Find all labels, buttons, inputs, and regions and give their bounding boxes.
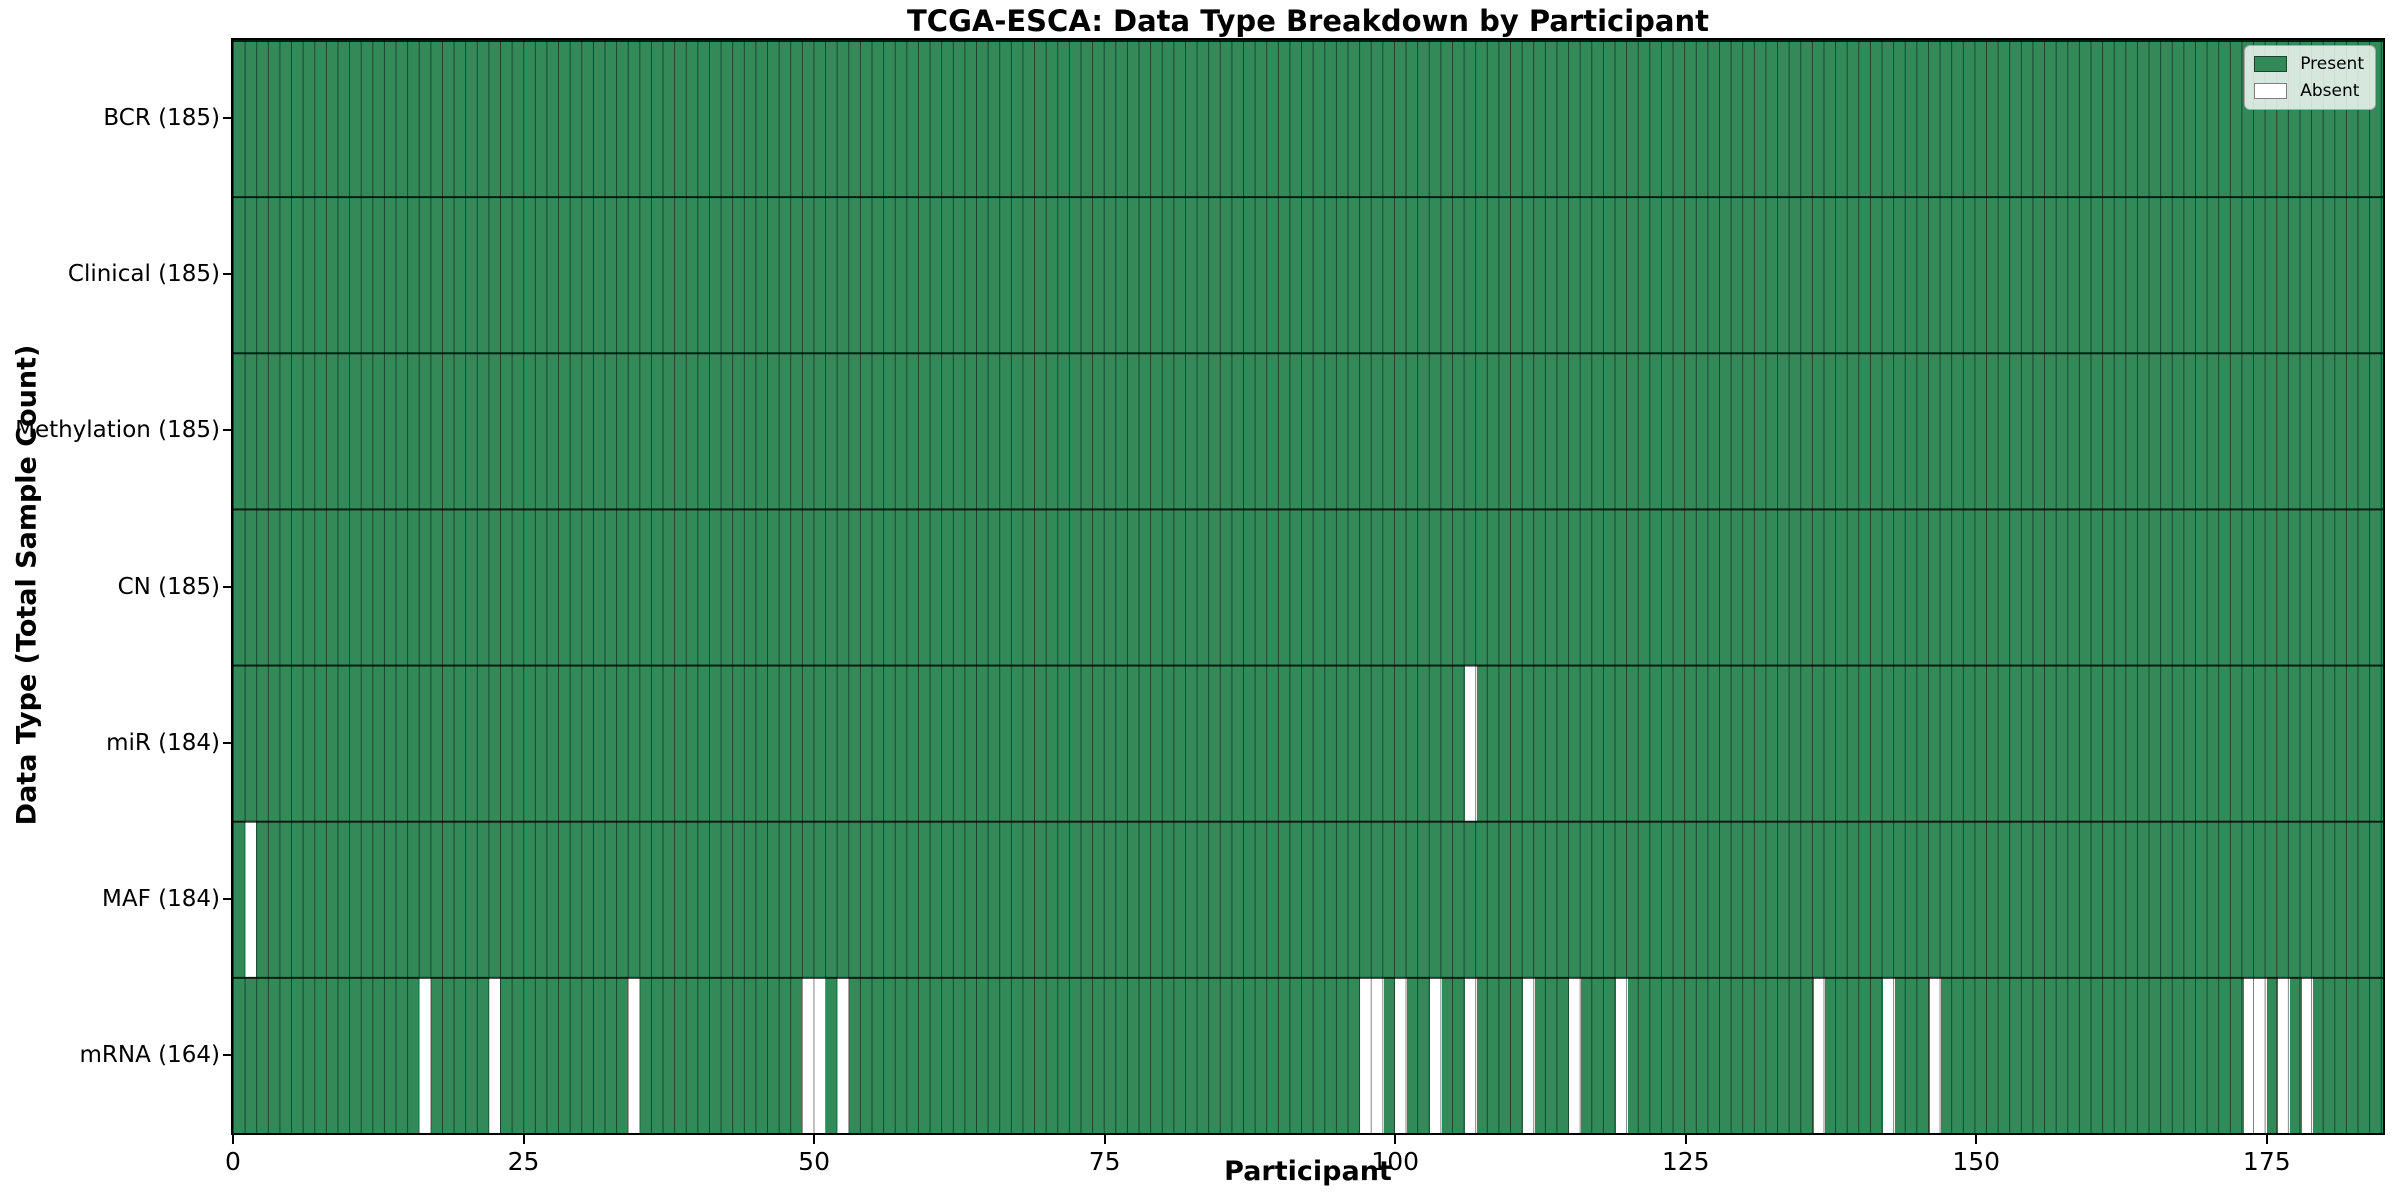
absent-cell-mRNA-111 <box>1523 976 1535 1133</box>
x-tick-label-50: 50 <box>798 1147 830 1176</box>
y-tick-mark <box>223 897 231 900</box>
x-tick-label-175: 175 <box>2242 1147 2291 1176</box>
absent-cell-miR-106 <box>1464 664 1477 821</box>
y-tick-mark <box>223 585 231 588</box>
absent-cell-mRNA-176 <box>2278 976 2290 1133</box>
y-tick-mark <box>223 429 231 432</box>
x-tick-mark <box>1975 1135 1978 1144</box>
legend-swatch-absent <box>2254 83 2288 99</box>
absent-cell-mRNA-174 <box>2255 976 2267 1133</box>
y-tick-label-MAF: MAF (184) <box>102 885 220 912</box>
absent-cell-mRNA-22 <box>488 976 501 1133</box>
y-tick-label-CN: CN (185) <box>117 573 220 600</box>
y-tick-label-Clinical: Clinical (185) <box>67 261 220 288</box>
x-tick-mark <box>232 1135 234 1144</box>
absent-cell-mRNA-100 <box>1395 976 1407 1133</box>
legend-swatch-present <box>2254 56 2288 72</box>
absent-cell-mRNA-34 <box>628 976 640 1133</box>
y-tick-mark <box>223 273 231 276</box>
absent-cell-mRNA-16 <box>418 976 431 1133</box>
legend-label: Absent <box>2300 81 2360 101</box>
absent-cell-mRNA-142 <box>1883 976 1895 1133</box>
y-tick-mark <box>223 741 231 744</box>
absent-cell-mRNA-119 <box>1615 976 1628 1133</box>
y-tick-label-miR: miR (184) <box>106 729 220 756</box>
x-axis-label: Participant <box>1224 1156 1392 1187</box>
absent-cell-mRNA-106 <box>1464 976 1477 1133</box>
y-tick-mark <box>223 1053 231 1056</box>
x-tick-label-125: 125 <box>1661 1147 1710 1176</box>
x-tick-label-25: 25 <box>507 1147 540 1176</box>
absent-cell-mRNA-49 <box>802 976 815 1133</box>
absent-cell-mRNA-178 <box>2301 976 2314 1133</box>
x-tick-mark <box>1394 1135 1397 1144</box>
legend-item-absent: Absent <box>2254 81 2364 101</box>
y-tick-label-Methylation: Methylation (185) <box>15 417 220 444</box>
chart-title: TCGA-ESCA: Data Type Breakdown by Partic… <box>907 4 1709 38</box>
x-tick-mark <box>813 1135 816 1144</box>
absent-cell-mRNA-97 <box>1360 976 1372 1133</box>
plot-area: Present Absent <box>231 38 2385 1135</box>
absent-cell-mRNA-98 <box>1371 976 1384 1133</box>
legend-label: Present <box>2300 54 2364 74</box>
absent-cell-mRNA-173 <box>2243 976 2256 1133</box>
legend-item-present: Present <box>2254 54 2364 74</box>
x-tick-label-0: 0 <box>225 1147 241 1176</box>
x-tick-mark <box>1103 1135 1106 1144</box>
absent-cell-mRNA-52 <box>837 976 849 1133</box>
absent-cell-mRNA-103 <box>1430 976 1442 1133</box>
y-tick-mark <box>223 117 231 120</box>
x-tick-mark <box>1684 1135 1687 1144</box>
grid-lines <box>233 40 2383 1133</box>
legend: Present Absent <box>2244 45 2376 110</box>
absent-cell-mRNA-115 <box>1569 976 1582 1133</box>
x-tick-mark <box>522 1135 525 1144</box>
x-tick-mark <box>2265 1135 2268 1144</box>
x-tick-label-150: 150 <box>1952 1147 2001 1176</box>
y-tick-label-BCR: BCR (185) <box>103 105 220 132</box>
absent-cell-MAF-1 <box>244 820 257 977</box>
absent-cell-mRNA-146 <box>1929 976 1942 1133</box>
y-tick-label-mRNA: mRNA (164) <box>79 1041 220 1068</box>
x-tick-label-75: 75 <box>1088 1147 1121 1176</box>
x-tick-label-100: 100 <box>1371 1147 1420 1176</box>
absent-cell-mRNA-136 <box>1813 976 1826 1133</box>
absent-cell-mRNA-50 <box>814 976 826 1133</box>
